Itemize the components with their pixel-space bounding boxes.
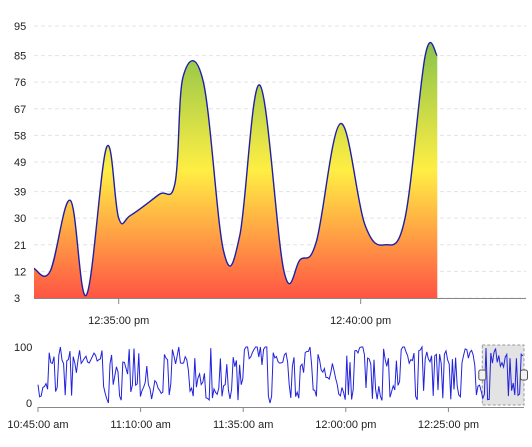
navigator-left-handle[interactable]	[478, 369, 487, 381]
navigator-x-axis: 10:45:00 am 11:10:00 am 11:35:00 am 12:00:0…	[7, 407, 524, 431]
main-x-tick-label: 12:35:00 pm	[88, 315, 149, 327]
main-y-tick-label: 67	[14, 104, 26, 116]
main-y-axis: 3 12 21 30 39 49 58 67 76 85 95	[14, 21, 26, 305]
navigator-x-tick-label: 12:00:00 pm	[315, 419, 376, 431]
navigator-handles[interactable]	[478, 369, 528, 381]
main-y-tick-label: 21	[14, 240, 26, 252]
navigator-y-axis: 0 100	[14, 342, 32, 410]
main-y-tick-label: 95	[14, 21, 26, 33]
navigator-x-tick-label: 11:35:00 am	[213, 419, 273, 431]
navigator-x-tick-label: 10:45:00 am	[7, 419, 68, 431]
main-y-tick-label: 76	[14, 77, 26, 89]
main-y-tick-label: 85	[14, 51, 26, 63]
navigator-y-tick-label: 0	[26, 398, 32, 410]
navigator-right-handle[interactable]	[520, 369, 528, 381]
main-x-tick-label: 12:40:00 pm	[330, 315, 391, 327]
navigator-x-tick-label: 11:10:00 am	[110, 419, 170, 431]
main-y-tick-label: 58	[14, 130, 26, 142]
navigator-x-tick-label: 12:25:00 pm	[418, 419, 479, 431]
main-series-line	[33, 42, 438, 296]
main-y-tick-label: 3	[14, 293, 20, 305]
main-area-fill	[34, 42, 438, 299]
main-y-tick-label: 30	[14, 213, 26, 225]
navigator-series-line	[37, 345, 524, 404]
main-y-tick-label: 39	[14, 187, 26, 199]
navigator-y-tick-label: 100	[14, 342, 32, 354]
main-x-axis: 12:35:00 pm 12:40:00 pm	[34, 298, 526, 327]
main-y-tick-label: 12	[14, 266, 26, 278]
main-y-tick-label: 49	[14, 157, 26, 169]
